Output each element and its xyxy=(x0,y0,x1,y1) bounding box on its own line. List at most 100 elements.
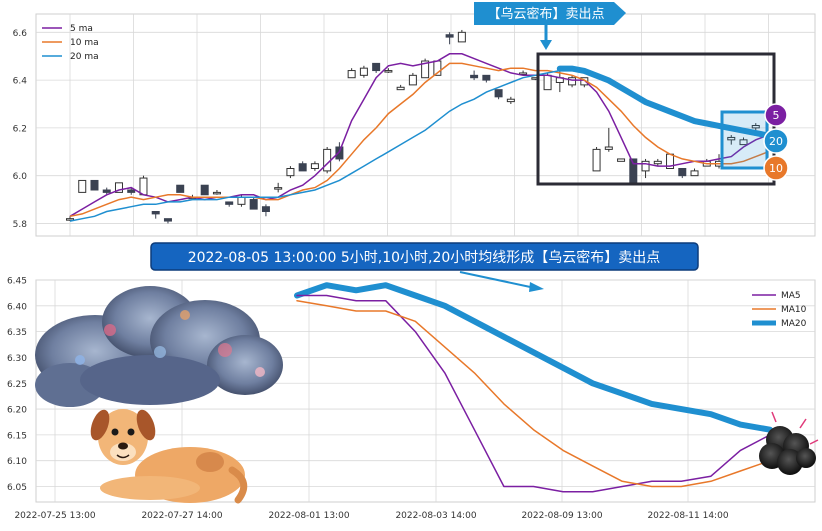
candle-body xyxy=(78,179,87,193)
candlestick-panel: 5.8 6.0 6.2 6.4 6.6 5 ma 10 ma 20 ma 5 20 xyxy=(13,2,816,237)
banner-arrow-head xyxy=(529,282,544,292)
dog-illustration xyxy=(90,409,248,504)
bottom-y-tick-label: 6.45 xyxy=(7,277,27,287)
candle-body xyxy=(212,191,221,195)
ma10-badge-label: 10 xyxy=(769,162,783,175)
legend-label-10ma: 10 ma xyxy=(70,38,99,48)
candle-body xyxy=(66,218,74,221)
candle-body xyxy=(408,74,417,86)
legend-label-20ma: 20 ma xyxy=(70,52,99,62)
legend-label-5ma: 5 ma xyxy=(70,24,93,34)
candle-body xyxy=(568,77,577,86)
bottom-y-tick-label: 6.25 xyxy=(7,380,27,390)
top-y-tick-label: 6.6 xyxy=(13,29,28,39)
bottom-x-tick-labels: 2022-07-25 13:00 2022-07-27 14:00 2022-08-… xyxy=(14,511,728,521)
candle-body xyxy=(372,62,381,72)
candle-body xyxy=(421,60,430,79)
ma20-emphasis-line xyxy=(556,65,771,139)
bottom-x-tick-label: 2022-08-01 13:00 xyxy=(268,511,349,521)
candle-body xyxy=(543,74,552,91)
top-grid xyxy=(36,14,815,236)
legend-label-MA20: MA20 xyxy=(781,319,807,329)
candle-body xyxy=(727,136,736,141)
candle-body xyxy=(494,89,503,98)
bottom-x-tick-label: 2022-07-27 14:00 xyxy=(141,511,222,521)
candle-body xyxy=(653,160,662,165)
ma5-badge-label: 5 xyxy=(773,109,780,122)
candle-body xyxy=(751,125,760,129)
candle-body xyxy=(151,211,160,215)
candle-body xyxy=(690,170,699,177)
candle-body xyxy=(359,67,368,76)
candle-body xyxy=(445,34,454,38)
banner-arrow-shaft xyxy=(459,271,536,289)
candle-body xyxy=(90,179,99,191)
bottom-y-tick-labels: 6.05 6.10 6.15 6.20 6.25 6.30 6.35 6.40 6.45 xyxy=(7,277,27,494)
top-y-tick-labels: 5.8 6.0 6.2 6.4 6.6 xyxy=(13,29,28,230)
MA10-line xyxy=(296,299,771,488)
candle-body xyxy=(457,31,466,43)
candle-body xyxy=(237,196,246,205)
ma-line-panel: 6.05 6.10 6.15 6.20 6.25 6.30 6.35 6.40 6.45 202… xyxy=(7,242,819,521)
candle-body xyxy=(519,72,528,75)
candle-body xyxy=(323,148,332,172)
candle-body xyxy=(641,160,650,172)
bottom-y-tick-label: 6.05 xyxy=(7,483,27,493)
candle-body xyxy=(310,163,319,170)
candle-body xyxy=(274,187,283,190)
ma5-line xyxy=(69,53,769,217)
bottom-x-tick-label: 2022-08-03 14:00 xyxy=(395,511,476,521)
bottom-y-tick-label: 6.20 xyxy=(7,406,27,416)
candle-body xyxy=(139,177,148,196)
candle-body xyxy=(335,146,344,160)
signal-banner: 2022-08-05 13:00:00 5小时,10小时,20小时均线形成【乌云… xyxy=(150,242,699,292)
bottom-y-tick-label: 6.10 xyxy=(7,457,27,467)
bottom-y-tick-label: 6.30 xyxy=(7,354,27,364)
legend-label-MA10: MA10 xyxy=(781,305,807,315)
top-y-tick-label: 6.2 xyxy=(13,124,27,134)
candle-body xyxy=(176,184,185,193)
candle-body xyxy=(163,218,172,222)
storm-cloud-illustration xyxy=(35,286,283,407)
candle-body xyxy=(102,189,111,193)
top-y-tick-label: 5.8 xyxy=(13,220,28,230)
bottom-y-tick-label: 6.15 xyxy=(7,431,27,441)
ma20-badge-label: 20 xyxy=(769,135,783,148)
candle-body xyxy=(286,168,295,177)
top-callout: 【乌云密布】卖出点 xyxy=(474,2,626,50)
bottom-ma-lines xyxy=(294,282,773,493)
small-dark-cloud-illustration xyxy=(759,411,819,475)
candle-body xyxy=(482,74,491,81)
top-legend: 5 ma 10 ma 20 ma xyxy=(42,24,99,62)
bottom-legend: MA5 MA10 MA20 xyxy=(752,291,807,329)
candle-body xyxy=(127,189,136,193)
candle-body xyxy=(604,146,613,150)
ma5-badge: 5 xyxy=(764,103,788,127)
top-callout-text: 【乌云密布】卖出点 xyxy=(487,6,604,22)
ma20-badge: 20 xyxy=(763,128,789,154)
signal-banner-text: 2022-08-05 13:00:00 5小时,10小时,20小时均线形成【乌云… xyxy=(188,249,661,266)
ma10-line xyxy=(69,62,769,218)
signal-box-blue xyxy=(720,110,769,170)
signal-banner-box xyxy=(150,242,699,271)
candle-body xyxy=(114,182,123,193)
bottom-y-tick-label: 6.35 xyxy=(7,328,27,338)
callout-arrow-head xyxy=(540,40,552,50)
MA5-line xyxy=(296,294,771,493)
ma10-badge: 10 xyxy=(763,155,789,181)
candle-body xyxy=(200,184,209,196)
candle-body xyxy=(739,139,748,146)
candle-body xyxy=(470,74,479,79)
candle-body xyxy=(506,98,515,103)
MA20-line xyxy=(294,282,773,433)
top-callout-shape xyxy=(474,2,626,25)
candle-body xyxy=(678,168,687,177)
bottom-x-tick-label: 2022-08-11 14:00 xyxy=(647,511,728,521)
top-plot-area xyxy=(35,13,816,237)
candle-body xyxy=(298,163,307,172)
bottom-x-tick-label: 2022-08-09 13:00 xyxy=(521,511,602,521)
candle-body xyxy=(396,86,405,91)
candle-body xyxy=(249,199,258,210)
candle-body xyxy=(347,70,356,79)
